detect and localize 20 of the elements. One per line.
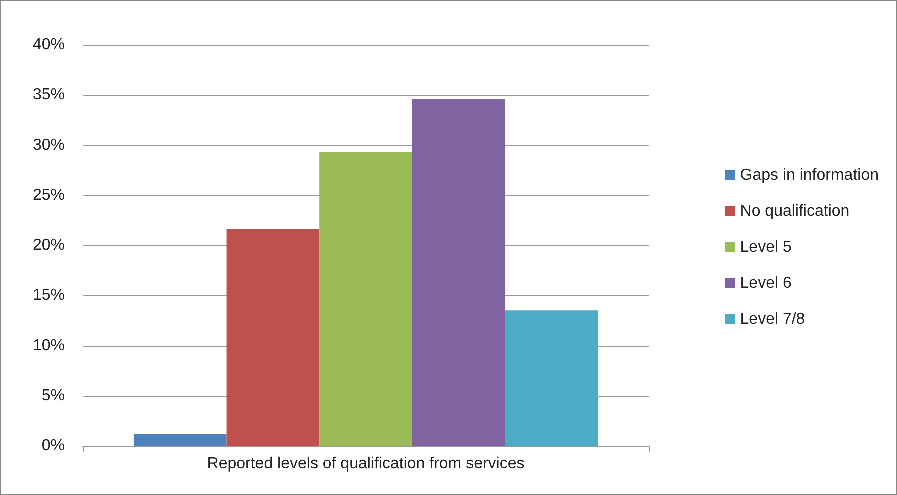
- y-tick-label: 35%: [32, 86, 65, 104]
- bar: [320, 152, 412, 446]
- legend-label: Level 5: [740, 239, 792, 256]
- bar: [226, 229, 320, 446]
- y-tick-label: 30%: [32, 136, 65, 154]
- legend-label: Gaps in information: [740, 167, 879, 184]
- y-tick-label: 15%: [32, 287, 65, 304]
- legend-label: No qualification: [740, 203, 850, 220]
- y-tick-label: 5%: [42, 387, 65, 404]
- bar: [505, 310, 598, 446]
- bar: [412, 99, 506, 446]
- y-tick-label: 10%: [32, 337, 65, 354]
- x-tick-label: Reported levels of qualification from services: [207, 456, 525, 472]
- legend-label: Level 6: [740, 275, 792, 292]
- y-tick-label: 20%: [32, 237, 65, 254]
- y-tick-label: 0%: [42, 438, 65, 454]
- legend-label: Level 7/8: [740, 311, 806, 328]
- y-tick-label: 25%: [32, 186, 65, 204]
- y-tick-label: 40%: [32, 36, 65, 54]
- bar: [134, 434, 227, 446]
